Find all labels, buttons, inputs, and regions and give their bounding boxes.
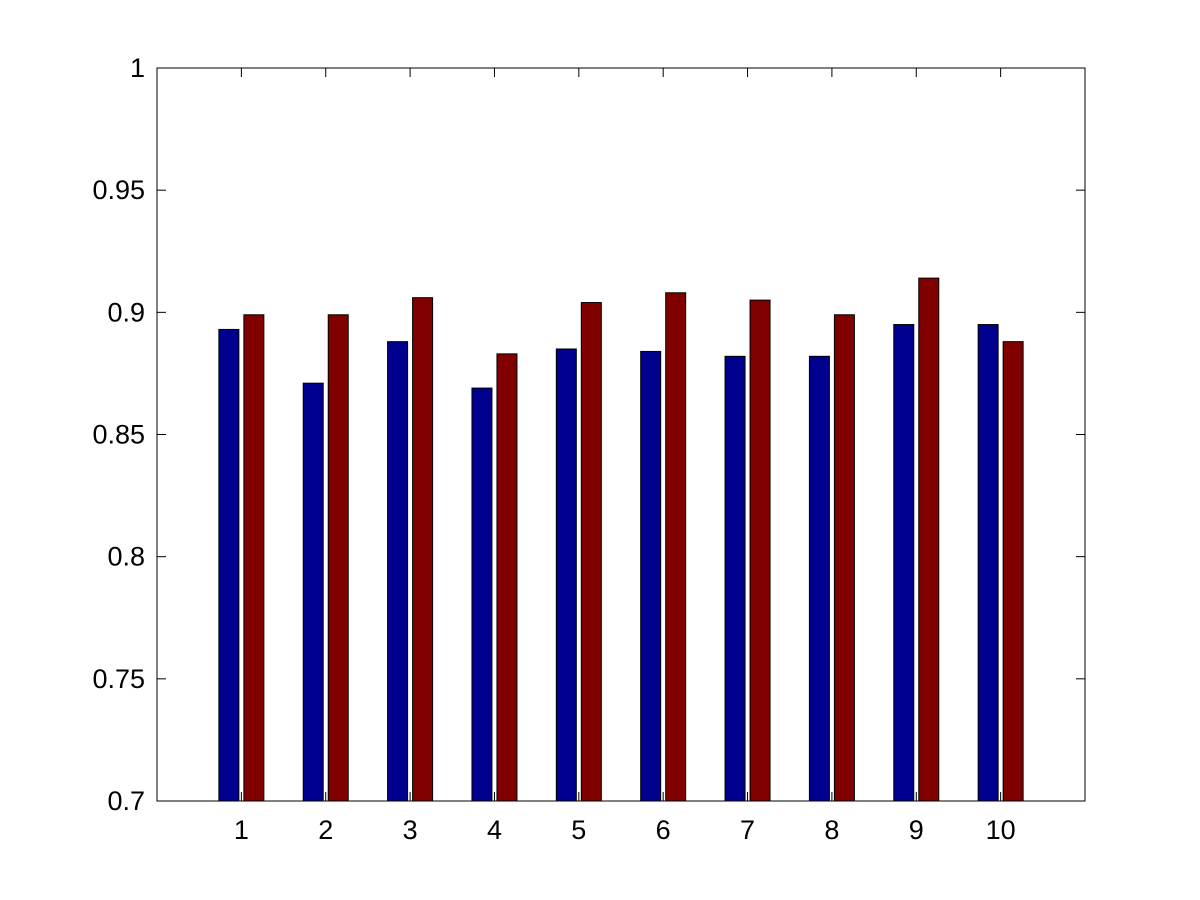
y-tick-label: 0.7 — [107, 786, 145, 816]
x-tick-label-8: 8 — [824, 815, 839, 845]
x-tick-label-1: 1 — [234, 815, 249, 845]
bar-series2-2 — [327, 314, 349, 802]
bar-series1-1 — [218, 328, 240, 802]
x-tick-label-6: 6 — [656, 815, 671, 845]
bar-series1-6 — [640, 350, 662, 802]
bar-series1-5 — [555, 348, 577, 802]
y-tick-label: 0.75 — [92, 664, 145, 694]
x-tick-label-5: 5 — [571, 815, 586, 845]
bar-series2-9 — [918, 277, 940, 802]
bar-series2-7 — [749, 299, 771, 802]
y-tick-label: 0.9 — [107, 297, 145, 327]
x-tick-label-4: 4 — [487, 815, 502, 845]
bar-series2-5 — [580, 302, 602, 802]
bar-series2-1 — [243, 314, 265, 802]
y-tick-label: 0.8 — [107, 542, 145, 572]
bar-series1-10 — [977, 324, 999, 802]
y-tick-label: 0.85 — [92, 420, 145, 450]
bar-series1-4 — [471, 387, 493, 802]
x-tick-label-7: 7 — [740, 815, 755, 845]
x-tick-label-2: 2 — [318, 815, 333, 845]
bar-series1-2 — [302, 382, 324, 802]
x-tick-label-3: 3 — [403, 815, 418, 845]
y-tick-label: 1 — [130, 53, 145, 83]
bar-series1-3 — [387, 341, 409, 802]
bar-series2-6 — [665, 292, 687, 802]
bar-series2-10 — [1002, 341, 1024, 802]
axes-layer — [156, 67, 1086, 802]
bar-series2-8 — [833, 314, 855, 802]
bar-series1-7 — [724, 355, 746, 802]
bar-series1-8 — [808, 355, 830, 802]
tick-labels-layer: 0.7 0.75 0.8 0.85 0.9 0.95 1 1 2 3 4 5 6 7 8 9 10 — [92, 53, 1015, 845]
bars-layer — [218, 277, 1024, 802]
bar-series1-9 — [893, 324, 915, 802]
bar-series2-3 — [412, 297, 434, 802]
x-tick-label-9: 9 — [909, 815, 924, 845]
y-tick-label: 0.95 — [92, 175, 145, 205]
x-tick-label-10: 10 — [986, 815, 1016, 845]
plot-frame — [156, 67, 1086, 802]
bar-series2-4 — [496, 353, 518, 802]
